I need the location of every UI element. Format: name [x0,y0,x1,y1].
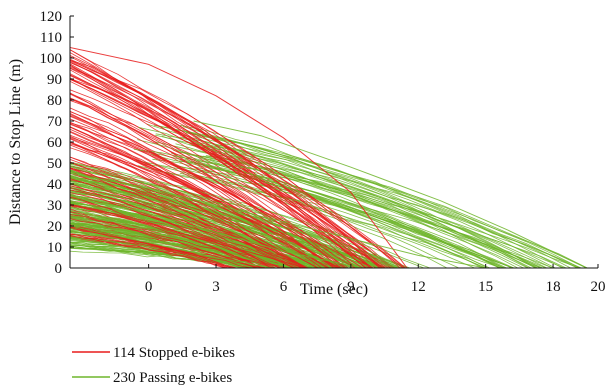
x-tick-label: 15 [478,279,493,295]
stopped-trajectory [70,204,263,268]
passing-representative-line [70,225,273,268]
x-axis-title: Time (sec) [300,281,368,298]
passing-trajectory [70,218,297,268]
stopped-trajectory [70,178,272,268]
passing-trajectory [137,139,483,268]
stopped-trajectory [70,218,259,268]
stopped-trajectory [70,126,328,268]
passing-representative-line [193,120,588,268]
stopped-trajectory [70,118,345,268]
x-tick-label: 6 [280,279,288,295]
passing-representative-line [70,194,363,268]
stopped-trajectory [70,142,339,268]
passing-representative-line [70,173,486,268]
passing-trajectory [180,124,571,268]
stopped-trajectory [70,93,347,268]
x-tick-label: 9 [347,279,355,295]
stopped-trajectory [70,89,386,268]
y-tick-label: 100 [40,51,63,67]
x-tick-label: 18 [546,279,561,295]
stopped-representative-line [70,47,408,268]
x-tick-label: 0 [145,279,153,295]
passing-trajectory [210,146,556,268]
stopped-trajectory [70,98,367,268]
x-tick-label: 12 [411,279,426,295]
stopped-trajectory [70,161,306,268]
passing-trajectory [70,241,255,268]
passing-trajectory [202,135,581,268]
stopped-trajectory [70,60,404,268]
stopped-trajectory [70,196,262,268]
passing-trajectory [151,154,488,268]
passing-trajectory [70,182,383,268]
legend-label-stopped: 114 Stopped e-bikes [113,345,235,361]
y-tick-label: 80 [47,93,62,109]
passing-trajectory [157,125,537,268]
stopped-trajectory [70,168,296,268]
stopped-trajectory [70,67,356,268]
y-tick-label: 90 [47,72,62,88]
y-ticks: 0 10 20 30 40 50 60 70 80 90 100 110 120 [40,9,74,277]
y-tick-label: 10 [47,240,62,256]
stopped-trajectory [70,61,371,268]
stopped-trajectory [70,79,391,268]
stopped-trajectory [70,233,229,268]
stopped-trajectory [70,136,338,268]
stopped-trajectory [70,58,383,268]
stopped-trajectory [70,214,273,268]
legend-label-passing: 230 Passing e-bikes [113,370,232,386]
passing-trajectory [70,185,367,268]
passing-trajectory [179,160,541,268]
y-tick-label: 40 [47,177,62,193]
passing-trajectory [175,150,542,268]
plot-lines [70,47,588,268]
stopped-trajectory [70,159,318,268]
stopped-trajectory [70,211,256,268]
x-ticks: 0 3 6 9 12 15 18 20 [145,264,606,295]
legend: 114 Stopped e-bikes 230 Passing e-bikes [72,345,235,386]
y-tick-label: 120 [40,9,63,25]
passing-trajectory [70,247,256,268]
stopped-representative-line [70,74,385,268]
stopped-trajectory [70,97,374,268]
y-tick-label: 50 [47,156,62,172]
y-tick-label: 0 [55,261,63,277]
stopped-trajectory [70,126,323,268]
stopped-trajectory [70,75,366,268]
passing-trajectory [195,142,582,268]
y-tick-label: 110 [40,30,62,46]
passing-trajectory [193,135,587,268]
y-axis-title: Distance to Stop Line (m) [7,59,24,225]
passing-trajectory [70,245,273,268]
stopped-trajectory [70,185,299,268]
stopped-trajectory [70,187,307,268]
x-tick-label: 3 [212,279,220,295]
passing-trajectory [213,143,579,268]
passing-trajectory [70,162,425,268]
stopped-trajectory [70,189,273,268]
x-tick-label: 20 [591,279,606,295]
y-tick-label: 20 [47,219,62,235]
stopped-trajectory [70,147,330,268]
stopped-trajectory [70,173,302,268]
stopped-trajectory [70,111,334,268]
y-tick-label: 70 [47,114,62,130]
passing-trajectory [179,136,536,268]
stopped-trajectory [70,59,401,268]
passing-trajectory [191,173,491,268]
stopped-trajectory [70,49,406,268]
y-tick-label: 30 [47,198,62,214]
stopped-representative-line [70,204,307,268]
passing-trajectory [209,158,567,268]
stopped-trajectory [70,78,381,268]
passing-trajectory [138,126,524,268]
y-tick-label: 60 [47,135,62,151]
passing-trajectory [172,155,501,268]
passing-trajectory [70,204,349,268]
